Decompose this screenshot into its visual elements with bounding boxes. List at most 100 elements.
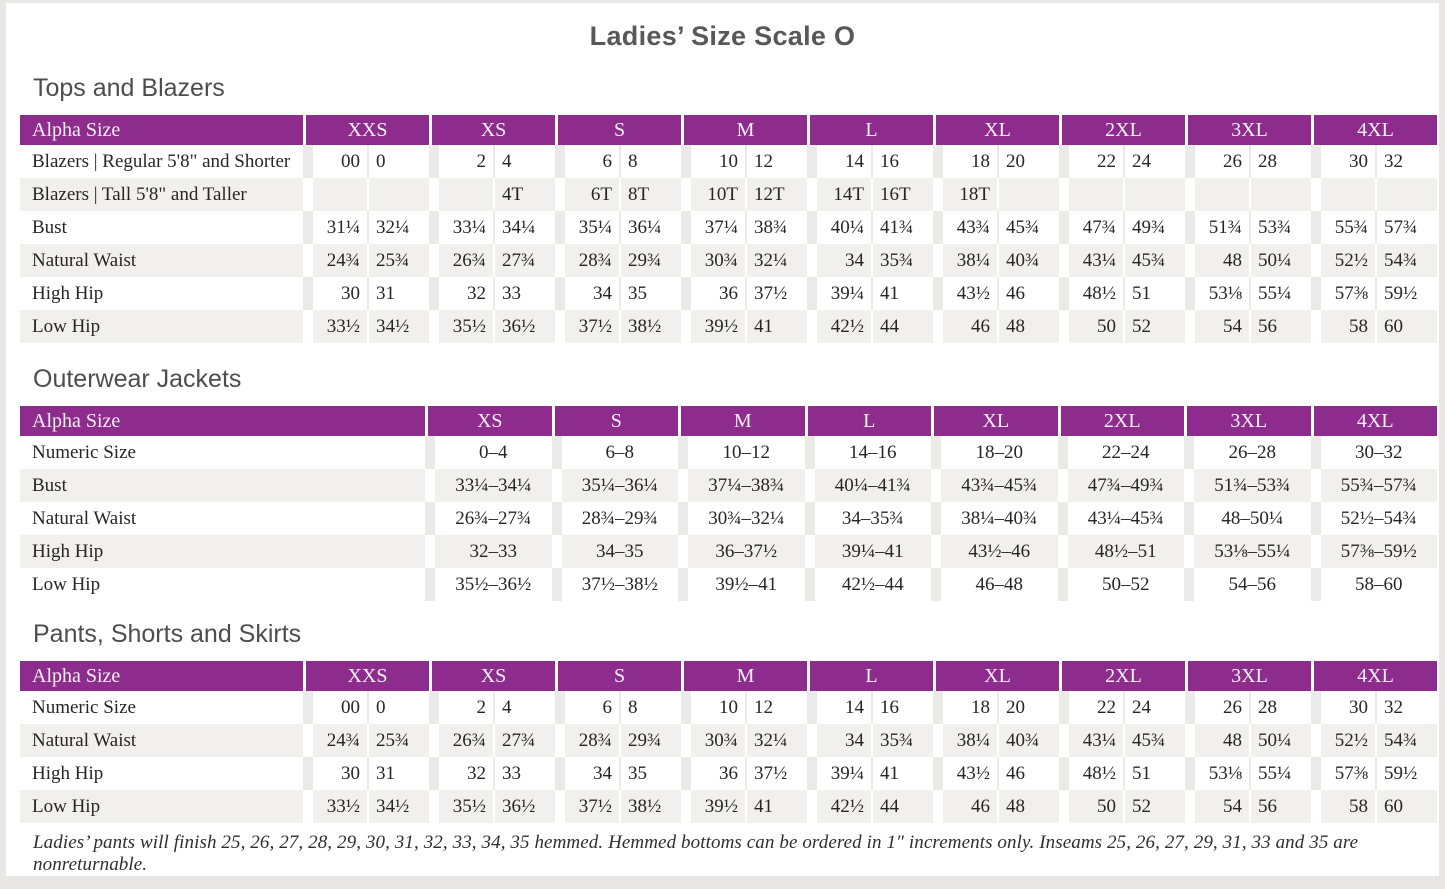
group-gap bbox=[303, 244, 313, 277]
size-cell: 44 bbox=[873, 310, 933, 343]
size-cell: 30–32 bbox=[1320, 436, 1437, 469]
header-label: Alpha Size bbox=[20, 115, 303, 145]
group-gap bbox=[429, 724, 439, 757]
size-header-cell: 2XL bbox=[1059, 115, 1185, 145]
row-label: Bust bbox=[20, 469, 425, 502]
group-gap bbox=[933, 178, 943, 211]
sub-gap bbox=[997, 277, 999, 310]
size-cell: 24¾ bbox=[313, 244, 367, 277]
size-cell: 47¾–49¾ bbox=[1067, 469, 1184, 502]
sub-gap bbox=[367, 211, 369, 244]
size-cell: 38¼–40¾ bbox=[941, 502, 1058, 535]
size-header-cell: 2XL bbox=[1059, 661, 1185, 691]
sub-gap bbox=[619, 211, 621, 244]
size-table: Alpha Size XXS XS S M L XL 2XL 3XL 4XL Numeric Siz… bbox=[20, 661, 1437, 823]
size-cell: 26¾ bbox=[439, 244, 493, 277]
size-cell: 22–24 bbox=[1067, 436, 1184, 469]
group-gap bbox=[303, 277, 313, 310]
size-cell: 32 bbox=[439, 277, 493, 310]
group-gap bbox=[681, 691, 691, 724]
group-gap bbox=[678, 436, 688, 469]
group-gap bbox=[933, 757, 943, 790]
group-gap bbox=[933, 724, 943, 757]
group-gap bbox=[551, 568, 562, 601]
group-gap bbox=[1057, 535, 1068, 568]
group-gap bbox=[555, 790, 565, 823]
group-gap bbox=[555, 757, 565, 790]
size-cell: 10 bbox=[691, 691, 745, 724]
sub-gap bbox=[745, 145, 747, 178]
size-cell: 20 bbox=[999, 145, 1059, 178]
sub-gap bbox=[871, 724, 873, 757]
group-gap bbox=[1184, 502, 1194, 535]
group-gap bbox=[429, 277, 439, 310]
group-gap bbox=[804, 436, 815, 469]
sub-gap bbox=[997, 244, 999, 277]
group-gap bbox=[1311, 145, 1321, 178]
size-cell: 32 bbox=[439, 757, 493, 790]
row-label: Natural Waist bbox=[20, 724, 303, 757]
group-gap bbox=[931, 436, 941, 469]
size-cell: 38½ bbox=[621, 310, 681, 343]
size-cell: 22 bbox=[1069, 691, 1123, 724]
size-cell: 42½ bbox=[817, 310, 871, 343]
group-gap bbox=[429, 757, 439, 790]
sub-gap bbox=[493, 310, 495, 343]
size-cell: 35¼–36¼ bbox=[561, 469, 678, 502]
size-cell: 41¾ bbox=[873, 211, 933, 244]
sub-gap bbox=[997, 211, 999, 244]
size-cell: 14T bbox=[817, 178, 871, 211]
group-gap bbox=[1311, 724, 1321, 757]
size-cell: 48 bbox=[1195, 244, 1249, 277]
group-gap bbox=[1310, 436, 1321, 469]
sub-gap bbox=[1249, 691, 1251, 724]
group-gap bbox=[681, 790, 691, 823]
group-gap bbox=[303, 790, 313, 823]
group-gap bbox=[425, 568, 435, 601]
size-cell: 18T bbox=[943, 178, 997, 211]
size-cell: 33½ bbox=[313, 790, 367, 823]
group-gap bbox=[1310, 568, 1321, 601]
sub-gap bbox=[1375, 310, 1377, 343]
size-cell: 54¾ bbox=[1377, 724, 1437, 757]
size-header-cell: 4XL bbox=[1311, 661, 1437, 691]
size-cell: 54–56 bbox=[1194, 568, 1311, 601]
group-gap bbox=[1185, 691, 1195, 724]
size-cell: 46 bbox=[999, 757, 1059, 790]
size-cell: 33½ bbox=[313, 310, 367, 343]
size-header-cell: XL bbox=[931, 406, 1058, 436]
group-gap bbox=[429, 790, 439, 823]
size-cell: 18 bbox=[943, 691, 997, 724]
sub-gap bbox=[367, 790, 369, 823]
group-gap bbox=[555, 211, 565, 244]
group-gap bbox=[303, 145, 313, 178]
group-gap bbox=[681, 724, 691, 757]
size-cell: 51 bbox=[1125, 277, 1185, 310]
size-cell: 34 bbox=[565, 757, 619, 790]
group-gap bbox=[931, 502, 941, 535]
size-cell: 33 bbox=[495, 277, 555, 310]
size-cell: 34–35¾ bbox=[814, 502, 931, 535]
group-gap bbox=[1185, 211, 1195, 244]
group-gap bbox=[933, 145, 943, 178]
size-cell: 35½ bbox=[439, 310, 493, 343]
size-cell: 33¼ bbox=[439, 211, 493, 244]
size-cell: 4 bbox=[495, 145, 555, 178]
size-cell: 45¾ bbox=[1125, 244, 1185, 277]
size-cell: 27¾ bbox=[495, 244, 555, 277]
group-gap bbox=[1185, 310, 1195, 343]
group-gap bbox=[1311, 790, 1321, 823]
group-gap bbox=[1185, 277, 1195, 310]
size-cell: 53⅛ bbox=[1195, 277, 1249, 310]
size-cell: 43½–46 bbox=[941, 535, 1058, 568]
size-cell: 0 bbox=[369, 691, 429, 724]
size-cell: 34 bbox=[817, 244, 871, 277]
group-gap bbox=[1185, 757, 1195, 790]
size-cell: 52½–54¾ bbox=[1320, 502, 1437, 535]
group-gap bbox=[1185, 724, 1195, 757]
size-cell: 26–28 bbox=[1194, 436, 1311, 469]
size-cell: 30 bbox=[1321, 145, 1375, 178]
sub-gap bbox=[871, 757, 873, 790]
size-cell: 36 bbox=[691, 757, 745, 790]
size-cell: 10 bbox=[691, 145, 745, 178]
